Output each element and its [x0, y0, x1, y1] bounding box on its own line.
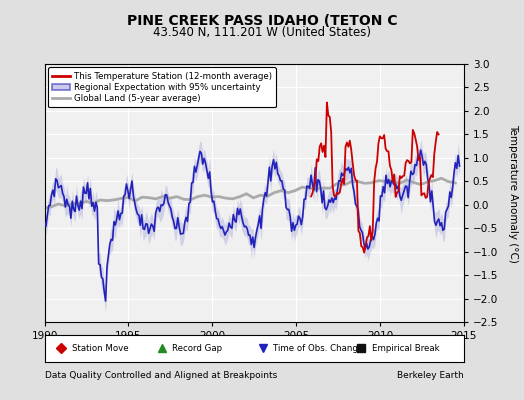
Text: 43.540 N, 111.201 W (United States): 43.540 N, 111.201 W (United States): [153, 26, 371, 39]
Text: Empirical Break: Empirical Break: [372, 344, 439, 353]
Text: Data Quality Controlled and Aligned at Breakpoints: Data Quality Controlled and Aligned at B…: [45, 371, 277, 380]
Legend: This Temperature Station (12-month average), Regional Expectation with 95% uncer: This Temperature Station (12-month avera…: [48, 68, 276, 107]
Text: Berkeley Earth: Berkeley Earth: [397, 371, 464, 380]
Text: PINE CREEK PASS IDAHO (TETON C: PINE CREEK PASS IDAHO (TETON C: [127, 14, 397, 28]
Text: Station Move: Station Move: [72, 344, 128, 353]
Y-axis label: Temperature Anomaly (°C): Temperature Anomaly (°C): [508, 124, 518, 262]
Text: Record Gap: Record Gap: [172, 344, 223, 353]
Text: Time of Obs. Change: Time of Obs. Change: [273, 344, 363, 353]
